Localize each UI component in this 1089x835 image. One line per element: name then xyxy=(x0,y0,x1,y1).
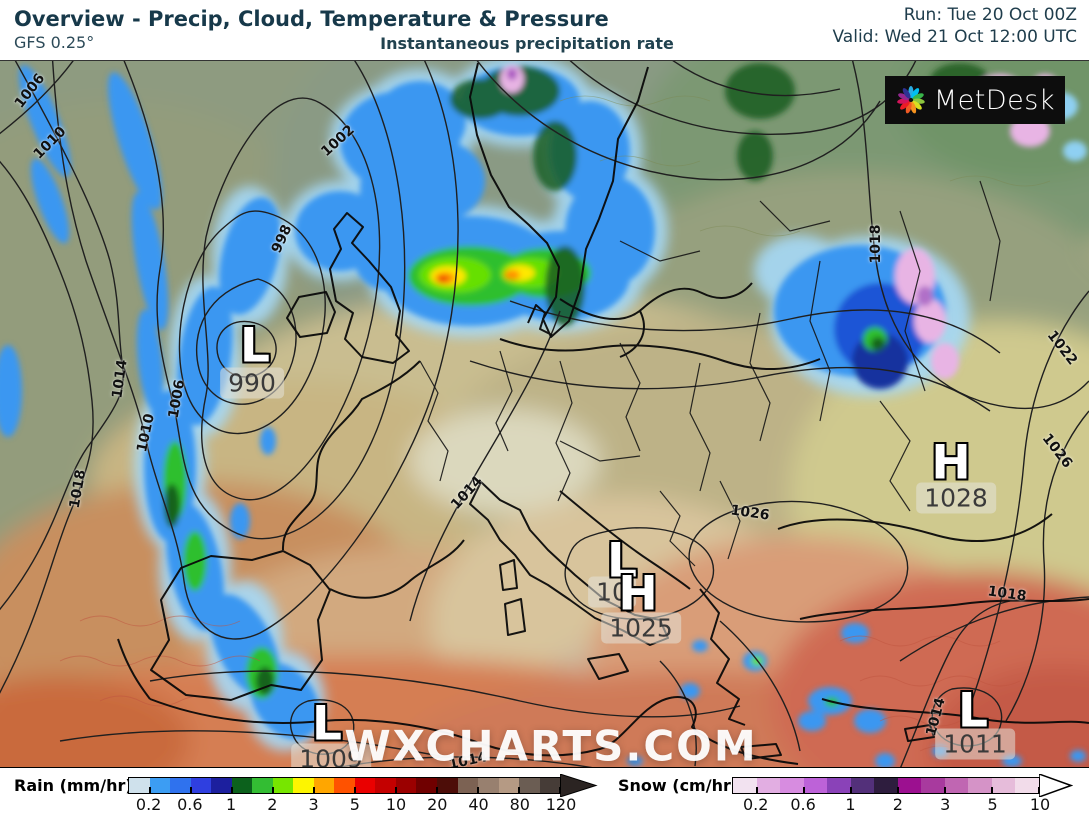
page-title: Overview - Precip, Cloud, Temperature & … xyxy=(14,7,609,31)
colorbar-segment xyxy=(375,777,396,793)
snow-tick-labels: 0.2 0.6 1 2 3 5 10 xyxy=(732,795,1050,817)
colorbar-segment xyxy=(149,777,171,793)
colorbar-tick xyxy=(353,786,356,793)
colorbar-tick-label: 1 xyxy=(226,795,237,814)
colorbar-tick xyxy=(1038,786,1040,793)
snow-legend-label: Snow (cm/hr) xyxy=(618,776,739,795)
colorbar-segment xyxy=(170,777,191,793)
colorbar-tick-label: 2 xyxy=(267,795,278,814)
snow-colorbar xyxy=(732,776,1040,794)
colorbar-tick xyxy=(990,786,993,793)
colorbar-tick-label: 10 xyxy=(1029,795,1051,814)
colorbar-tick xyxy=(559,786,561,793)
colorbar-segment xyxy=(850,777,875,793)
colorbar-tick-label: 20 xyxy=(427,795,448,814)
colorbar-segment xyxy=(803,777,828,793)
colorbar-tick-label: 0.2 xyxy=(135,795,162,814)
colorbar-segment xyxy=(334,777,355,793)
colorbar-segment xyxy=(293,777,314,793)
colorbar-tick xyxy=(943,786,946,793)
colorbar-tick-label: 2 xyxy=(892,795,903,814)
colorbar-segment xyxy=(968,777,992,793)
colorbar-segment xyxy=(944,777,969,793)
snow-colorbar-arrow xyxy=(1039,773,1073,797)
colorbar-tick-label: 5 xyxy=(349,795,360,814)
colorbar-segment xyxy=(498,777,520,793)
rain-colorbar xyxy=(128,776,561,794)
europe-weather-map-graphic xyxy=(0,61,1089,767)
colorbar-segment xyxy=(457,777,479,793)
colorbar-segment xyxy=(827,777,851,793)
colorbar-segment xyxy=(436,777,458,793)
run-time: Run: Tue 20 Oct 00Z xyxy=(903,5,1077,25)
colorbar-segment xyxy=(733,777,757,793)
colorbar-segment xyxy=(478,777,499,793)
colorbar-tick xyxy=(230,786,233,793)
colorbar-tick xyxy=(189,786,192,793)
colorbar-tick-label: 0.6 xyxy=(177,795,203,814)
valid-time: Valid: Wed 21 Oct 12:00 UTC xyxy=(832,27,1078,47)
colorbar-segment xyxy=(313,777,335,793)
metdesk-logo-text: MetDesk xyxy=(933,84,1055,116)
colorbar-tick-label: 1 xyxy=(845,795,856,814)
colorbar-segment xyxy=(539,777,561,793)
colorbar-tick-label: 3 xyxy=(940,795,951,814)
colorbar-segment xyxy=(991,777,1016,793)
colorbar-tick-label: 120 xyxy=(545,795,577,814)
colorbar-segment xyxy=(416,777,437,793)
colorbar-tick-label: 10 xyxy=(385,795,407,814)
colorbar-tick xyxy=(476,786,479,793)
colorbar-tick xyxy=(517,786,520,793)
colorbar-segment xyxy=(129,777,150,793)
colorbar-segment xyxy=(231,777,253,793)
colorbar-tick-label: 80 xyxy=(509,795,530,814)
colorbar-segment xyxy=(874,777,898,793)
colorbar-segment xyxy=(756,777,781,793)
model-label: GFS 0.25° xyxy=(14,33,95,52)
colorbar-tick xyxy=(802,786,805,793)
rain-tick-labels: 0.2 0.6 1 2 3 5 10 20 40 80 120 xyxy=(128,795,576,817)
colorbar-tick xyxy=(312,786,315,793)
colorbar-segment xyxy=(780,777,804,793)
colorbar-segment xyxy=(252,777,273,793)
colorbar-segment xyxy=(519,777,540,793)
legend-bar: Rain (mm/hr) 0.2 0.6 1 2 3 5 10 20 40 80 120 Snow … xyxy=(0,768,1089,835)
colorbar-tick xyxy=(148,786,151,793)
colorbar-segment xyxy=(211,777,232,793)
colorbar-tick xyxy=(435,786,438,793)
colorbar-tick-label: 40 xyxy=(468,795,489,814)
rain-legend-label: Rain (mm/hr) xyxy=(14,776,133,795)
colorbar-tick xyxy=(755,786,758,793)
colorbar-segment xyxy=(272,777,294,793)
metdesk-logo-icon xyxy=(897,86,925,114)
rain-colorbar-arrow xyxy=(560,773,598,797)
colorbar-segment xyxy=(395,777,417,793)
colorbar-segment xyxy=(354,777,376,793)
colorbar-segment xyxy=(190,777,212,793)
parameter-subtitle: Instantaneous precipitation rate xyxy=(380,34,674,53)
colorbar-tick-label: 5 xyxy=(987,795,998,814)
colorbar-segment xyxy=(1015,777,1039,793)
colorbar-tick-label: 0.6 xyxy=(790,795,816,814)
header: Overview - Precip, Cloud, Temperature & … xyxy=(0,0,1089,60)
colorbar-tick xyxy=(896,786,899,793)
colorbar-tick-label: 3 xyxy=(308,795,319,814)
colorbar-segment xyxy=(897,777,922,793)
colorbar-tick xyxy=(849,786,852,793)
metdesk-logo: MetDesk xyxy=(885,76,1065,124)
colorbar-tick xyxy=(394,786,397,793)
colorbar-tick xyxy=(271,786,274,793)
colorbar-tick-label: 0.2 xyxy=(742,795,769,814)
colorbar-segment xyxy=(921,777,945,793)
europe-weather-map: WXCHARTS.COM 1006 1010 1002 998 1014 1006 1010… xyxy=(0,60,1089,768)
